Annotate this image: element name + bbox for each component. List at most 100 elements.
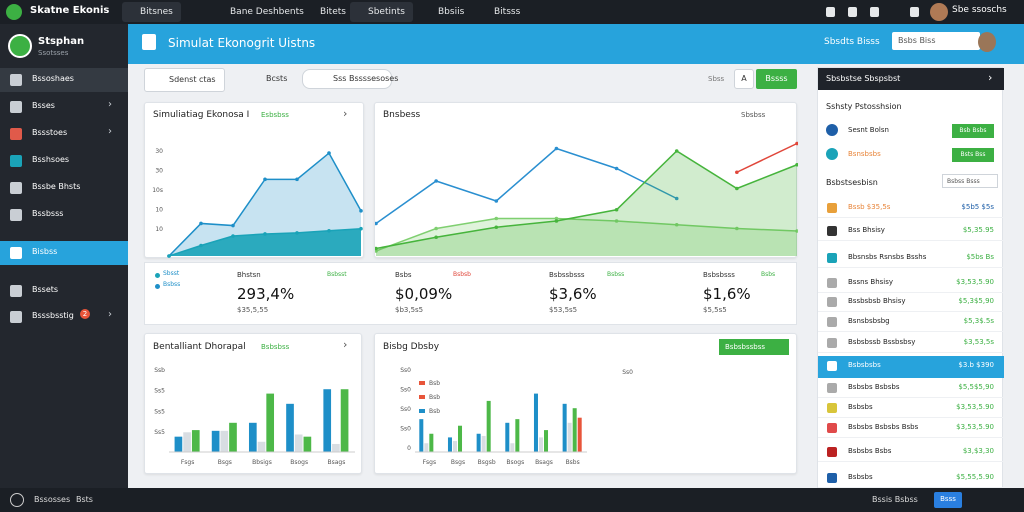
point xyxy=(295,177,299,182)
row-icon xyxy=(827,253,837,263)
bar xyxy=(183,432,191,452)
point xyxy=(199,243,203,248)
footer-button[interactable]: Bsss xyxy=(934,492,962,508)
list-row[interactable]: Bsbsbs $5,55,5.90 xyxy=(818,468,1004,488)
icon[interactable] xyxy=(910,7,919,17)
axis-label: Ss5 xyxy=(154,429,165,436)
list-row[interactable]: Bsbsbs $3,53,5.90 xyxy=(818,398,1004,418)
nav-link[interactable]: Bssbsss xyxy=(0,203,128,227)
logo-icon xyxy=(6,4,22,20)
point xyxy=(327,229,331,233)
primary-button[interactable]: Bssss xyxy=(756,69,797,89)
search-input[interactable]: Sss Bssssesoses xyxy=(302,69,398,89)
point xyxy=(231,223,235,228)
nav-label: Bisbss xyxy=(32,247,58,256)
x-tick-label: Bbsigs xyxy=(252,459,272,466)
row-icon xyxy=(827,447,837,457)
point xyxy=(434,235,438,240)
nav-item[interactable]: Bitets xyxy=(320,7,346,17)
row-value: $5,5$5,90 xyxy=(958,383,994,391)
point xyxy=(674,222,679,227)
point xyxy=(735,186,739,191)
header-link[interactable]: Sbsdts Bisss xyxy=(824,37,880,47)
nav-link[interactable]: Bsssbsstig › xyxy=(0,305,128,329)
chevron[interactable]: › xyxy=(343,338,348,351)
row-name: Bsbsbssb Bssbsbsy xyxy=(848,338,916,346)
row-icon xyxy=(827,278,837,288)
line xyxy=(375,150,798,250)
button[interactable]: Sdenst ctas xyxy=(144,68,225,92)
nav-item[interactable]: Bitsss xyxy=(494,7,521,17)
list-row[interactable]: Bssbsbsb Bhsisy $5,3$5,90 xyxy=(818,292,1004,312)
nav-item[interactable]: Bitsnes xyxy=(122,2,181,22)
row-button[interactable]: Bsb Bsbs xyxy=(952,124,994,138)
list-row[interactable]: Bsbsbssb Bssbsbsy $3,53,5s xyxy=(818,333,1004,353)
stat-sub: $53,5s5 xyxy=(549,306,578,314)
list-row[interactable]: Bss Bhsisy $5,35.95 xyxy=(818,221,1004,241)
link[interactable]: Sbsbss xyxy=(741,111,766,119)
dropdown-button[interactable]: Bsbsbssbss xyxy=(719,339,789,355)
footer-right[interactable]: Bssis Bsbss xyxy=(872,495,918,504)
x-tick-label: Bsgs xyxy=(451,459,465,466)
nav-link[interactable]: Bsshsoes xyxy=(0,149,128,173)
avatar xyxy=(930,3,948,21)
nav-link[interactable]: Bsses › xyxy=(0,95,128,119)
search-input[interactable]: Bsbs Biss xyxy=(892,32,980,50)
list-row[interactable]: Bsbsbs Bsbs $3,$3,30 xyxy=(818,442,1004,462)
icon[interactable] xyxy=(870,7,879,17)
footer-mid[interactable]: Bsts xyxy=(76,495,93,504)
nav-link[interactable]: Bssoshaes xyxy=(0,68,128,92)
nav-link[interactable]: Bisbss xyxy=(0,241,128,265)
list-row[interactable]: Bsbsbs Bsbsbs $5,5$5,90 xyxy=(818,378,1004,398)
chevron[interactable]: › xyxy=(988,71,993,84)
bar xyxy=(419,419,424,452)
stat-value: $1,6% xyxy=(703,285,751,303)
row-name: Bssns Bhsisy xyxy=(848,278,894,286)
row-value: $5b5 $5s xyxy=(961,203,994,211)
list-row[interactable]: Bssb $35,5s $5b5 $5s xyxy=(818,198,1004,218)
icon-button[interactable]: A xyxy=(734,69,754,89)
card: Bnsbess Sbsbss xyxy=(374,102,798,258)
list-row[interactable]: Bssns Bhsisy $3,53,5.90 xyxy=(818,273,1004,293)
row-button[interactable]: Bsts Bss xyxy=(952,148,994,162)
bar xyxy=(429,433,434,452)
row-name: Bsnsbsbs xyxy=(848,150,881,158)
panel-header: Sbsbstse Sbspsbst xyxy=(818,68,1004,90)
axis-label: Ss0 xyxy=(400,406,411,413)
button[interactable]: Bcsts xyxy=(266,74,288,83)
nav-link[interactable]: Bssstoes › xyxy=(0,122,128,146)
nav-link[interactable]: Bssbe Bhsts xyxy=(0,176,128,200)
stat-label: Bhstsn xyxy=(237,271,261,279)
card-title: Bentalliant Dhorapal xyxy=(153,342,246,352)
nav-item[interactable]: Bbsiis xyxy=(438,7,465,17)
row-value: $5,3$5,90 xyxy=(958,297,994,305)
nav-item[interactable]: Bane Deshbents xyxy=(230,7,304,17)
user-name[interactable]: Sbe ssoschs xyxy=(952,5,1007,15)
row-value: $3,53,5s xyxy=(963,338,994,346)
nav-item[interactable]: Sbetints xyxy=(350,2,413,22)
list-row[interactable]: Bsbsbs Bsbsbs Bsbs $3,53,5.90 xyxy=(818,418,1004,438)
legend-label: Bsb xyxy=(429,394,440,401)
bar xyxy=(510,443,515,452)
nav-label: Bsssbsstig xyxy=(32,311,74,320)
chevron[interactable]: › xyxy=(343,107,348,120)
row-value: $3,$3,30 xyxy=(962,447,994,455)
icon[interactable] xyxy=(826,7,835,17)
row-name: Bsbsbs xyxy=(848,403,873,411)
stat-sub: $b3,5s5 xyxy=(395,306,424,314)
nav-icon xyxy=(10,182,22,194)
link[interactable]: Sbss xyxy=(708,75,725,83)
icon[interactable] xyxy=(848,7,857,17)
list-row[interactable]: Bsbsbsbs $3.b $390 xyxy=(818,356,1004,378)
nav-label: Bssets xyxy=(32,285,59,294)
row-value: $5,35.95 xyxy=(962,226,994,234)
bar xyxy=(486,400,491,452)
nav-link[interactable]: Bssets xyxy=(0,279,128,303)
list-row[interactable]: Bbsnsbs Rsnsbs Bsshs $5bs Bs xyxy=(818,248,1004,268)
footer-left[interactable]: Bssosses xyxy=(34,495,71,504)
line xyxy=(375,217,798,252)
select[interactable]: Bsbss Bsss xyxy=(942,174,998,188)
list-row[interactable]: Bsnsbsbsbg $5,3$.5s xyxy=(818,312,1004,332)
header-icon xyxy=(142,34,156,50)
